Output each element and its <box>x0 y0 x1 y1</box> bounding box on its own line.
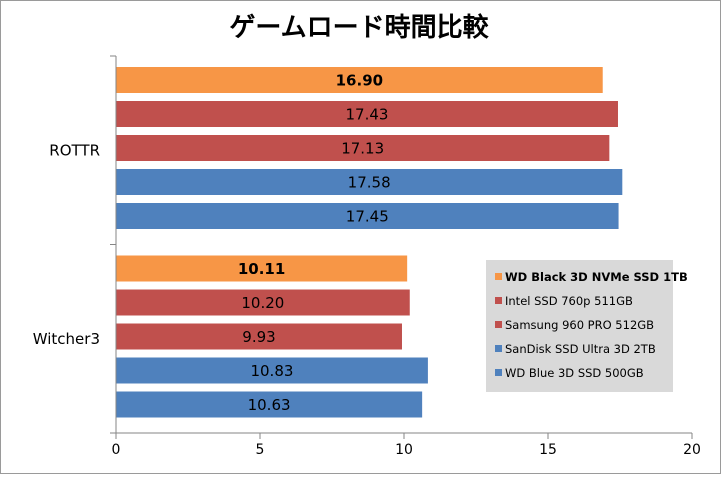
x-tick-label: 5 <box>256 442 265 458</box>
legend-swatch <box>495 321 502 328</box>
legend-entry: SanDisk SSD Ultra 3D 2TB <box>505 342 656 356</box>
data-label: 9.93 <box>242 328 275 346</box>
bar-witcher3-series-3 <box>116 323 402 350</box>
legend-swatch <box>495 369 502 376</box>
data-label: 10.20 <box>241 294 284 312</box>
data-label: 17.43 <box>346 106 389 124</box>
bar-rottr-series-1 <box>116 67 603 93</box>
data-label: 10.83 <box>250 362 293 380</box>
bar-rottr-series-2 <box>116 101 618 127</box>
legend-entry: Intel SSD 760p 511GB <box>505 294 633 308</box>
legend-swatch <box>495 297 502 304</box>
legend-entry: Samsung 960 PRO 512GB <box>505 318 654 332</box>
bar-rottr-series-5 <box>116 203 619 229</box>
bar-rottr-series-3 <box>116 135 610 161</box>
data-label: 10.63 <box>248 396 291 414</box>
x-tick-label: 10 <box>395 442 413 458</box>
bar-rottr-series-4 <box>116 169 623 195</box>
bar-witcher3-series-2 <box>116 289 410 316</box>
legend-background <box>486 260 673 392</box>
legend-entry: WD Black 3D NVMe SSD 1TB <box>505 270 688 284</box>
data-label: 16.90 <box>336 72 383 90</box>
data-label: 17.13 <box>341 140 384 158</box>
legend-entry: WD Blue 3D SSD 500GB <box>505 366 644 380</box>
x-tick-label: 0 <box>112 442 121 458</box>
bar-witcher3-series-5 <box>116 391 423 418</box>
bar-witcher3-series-4 <box>116 357 428 384</box>
data-label: 10.11 <box>238 260 285 278</box>
plot-area: 16.90 17.43 17.13 17.58 17.45 ROTTR 10.11 10.20… <box>33 55 701 458</box>
legend-swatch <box>495 345 502 352</box>
data-label: 17.58 <box>348 174 391 192</box>
chart-title: ゲームロード時間比較 <box>229 12 489 43</box>
x-tick-label: 15 <box>539 442 557 458</box>
legend-swatch <box>495 273 502 280</box>
category-label: Witcher3 <box>33 330 100 348</box>
legend: WD Black 3D NVMe SSD 1TB Intel SSD 760p 5… <box>486 260 688 392</box>
x-tick-label: 20 <box>683 442 701 458</box>
data-label: 17.45 <box>346 208 389 226</box>
category-label: ROTTR <box>49 141 100 159</box>
bar-witcher3-series-1 <box>116 255 408 282</box>
